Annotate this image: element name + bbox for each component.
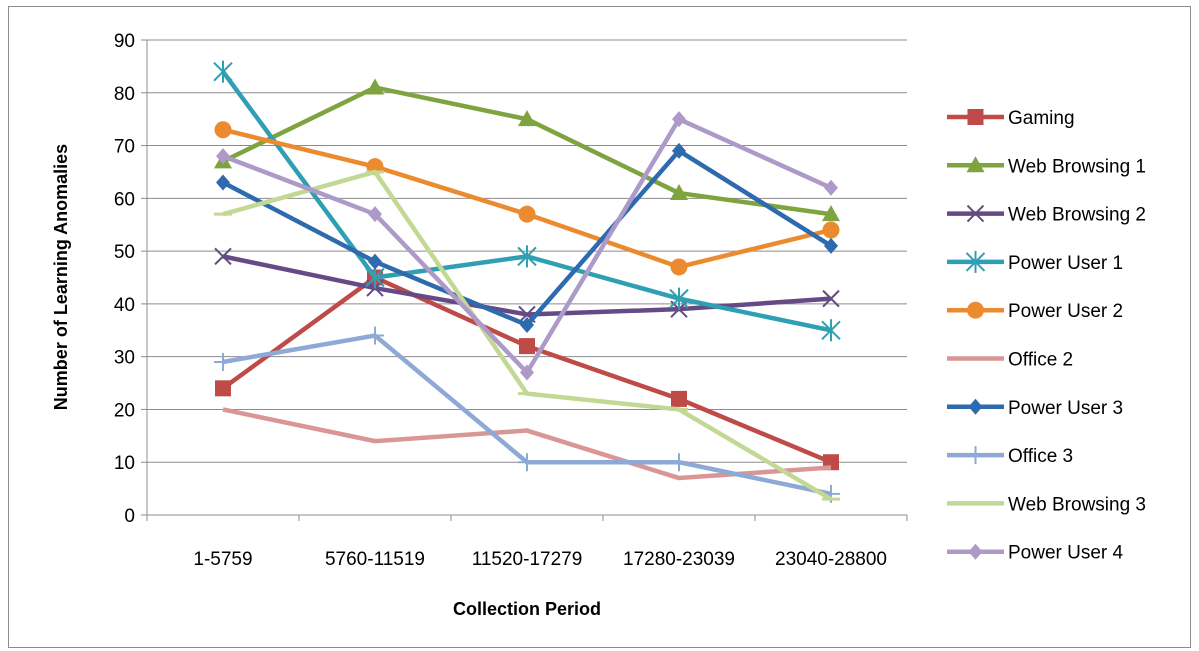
- legend-label: Web Browsing 1: [1008, 156, 1146, 177]
- data-point: [966, 156, 985, 173]
- data-point: [214, 352, 232, 371]
- data-point: [366, 326, 384, 345]
- data-point: [822, 221, 840, 239]
- legend: Gaming Web Browsing 1 Web Browsing 2 Power …: [947, 108, 1146, 564]
- legend-label: Office 2: [1008, 350, 1073, 371]
- data-point: [518, 453, 536, 472]
- data-point: [672, 142, 686, 159]
- x-tick-label: 23040-28800: [775, 549, 887, 570]
- x-axis-title: Collection Period: [453, 599, 601, 619]
- data-point: [670, 453, 688, 472]
- series-power-user-1: [213, 60, 841, 342]
- legend-label: Web Browsing 3: [1008, 494, 1146, 515]
- data-point: [214, 121, 232, 139]
- x-tick-label: 17280-23039: [623, 549, 735, 570]
- legend-item: Web Browsing 2: [947, 205, 1146, 226]
- legend-item: Office 2: [947, 350, 1073, 371]
- data-point: [967, 109, 984, 125]
- data-point: [519, 338, 535, 355]
- data-point: [366, 78, 384, 95]
- data-point: [824, 237, 838, 254]
- legend-label: Power User 4: [1008, 543, 1124, 564]
- data-point: [520, 317, 534, 333]
- line-chart: 0 10 20 30 40 50 60 70 80 90 1-5759 5760-11519 1152…: [51, 31, 1146, 619]
- series-web-browsing-1: [214, 78, 840, 222]
- data-point: [213, 60, 233, 83]
- legend-item: Power User 4: [947, 543, 1124, 564]
- x-tick-label: 5760-11519: [325, 549, 425, 570]
- data-point: [520, 364, 534, 381]
- data-point: [967, 301, 984, 319]
- legend-item: Web Browsing 3: [947, 494, 1146, 515]
- series-web-browsing-3: [214, 169, 840, 502]
- data-point: [671, 390, 687, 407]
- y-tick-label: 30: [114, 348, 135, 369]
- data-point: [517, 245, 537, 268]
- series-group: [213, 60, 841, 503]
- legend-item: Power User 2: [947, 301, 1123, 322]
- y-axis-title: Number of Learning Anomalies: [51, 144, 71, 410]
- data-point: [966, 204, 985, 223]
- y-tick-label: 20: [114, 400, 135, 421]
- data-point: [672, 111, 686, 128]
- data-point: [669, 287, 689, 310]
- data-point: [822, 205, 840, 222]
- legend-label: Power User 2: [1008, 301, 1123, 322]
- x-tick-label: 11520-17279: [472, 549, 583, 570]
- series-line: [221, 148, 833, 328]
- legend-label: Office 3: [1008, 446, 1073, 467]
- y-tick-label: 70: [114, 137, 135, 158]
- data-point: [368, 206, 382, 223]
- data-point: [824, 179, 838, 196]
- legend-label: Power User 1: [1008, 253, 1123, 274]
- data-point: [216, 174, 230, 191]
- data-point: [965, 250, 986, 273]
- series-power-user-3: [216, 142, 838, 333]
- y-tick-label: 50: [114, 242, 135, 263]
- y-axis-ticks: 0 10 20 30 40 50 60 70 80 90: [114, 31, 135, 527]
- data-point: [518, 205, 536, 223]
- y-tick-label: 90: [114, 31, 135, 52]
- legend-item: Gaming: [947, 108, 1075, 129]
- x-tick-label: 1-5759: [193, 549, 252, 570]
- data-point: [216, 148, 230, 165]
- series-power-user-4: [216, 111, 838, 381]
- series-power-user-2: [214, 121, 840, 276]
- y-tick-label: 60: [114, 189, 135, 210]
- legend-item: Power User 3: [947, 398, 1123, 419]
- data-point: [670, 184, 688, 201]
- data-point: [821, 319, 841, 342]
- data-point: [670, 258, 688, 276]
- data-point: [822, 289, 840, 308]
- legend-item: Office 3: [947, 446, 1073, 467]
- chart-frame: 0 10 20 30 40 50 60 70 80 90 1-5759 5760-11519 1152…: [8, 6, 1191, 648]
- gridlines: [141, 39, 908, 521]
- data-point: [365, 266, 385, 289]
- data-point: [968, 543, 983, 560]
- y-tick-label: 40: [114, 295, 135, 316]
- legend-label: Gaming: [1008, 108, 1075, 129]
- y-tick-label: 10: [114, 453, 135, 474]
- data-point: [966, 446, 985, 465]
- legend-label: Web Browsing 2: [1008, 205, 1146, 226]
- x-axis-ticks: 1-5759 5760-11519 11520-17279 17280-23039 23…: [193, 549, 887, 570]
- y-tick-label: 80: [114, 84, 135, 105]
- legend-item: Power User 1: [947, 250, 1123, 274]
- legend-label: Power User 3: [1008, 398, 1123, 419]
- data-point: [968, 398, 983, 415]
- y-tick-label: 0: [124, 506, 135, 527]
- data-point: [215, 380, 231, 397]
- legend-item: Web Browsing 1: [947, 156, 1146, 177]
- data-point: [214, 247, 232, 266]
- data-point: [518, 110, 536, 127]
